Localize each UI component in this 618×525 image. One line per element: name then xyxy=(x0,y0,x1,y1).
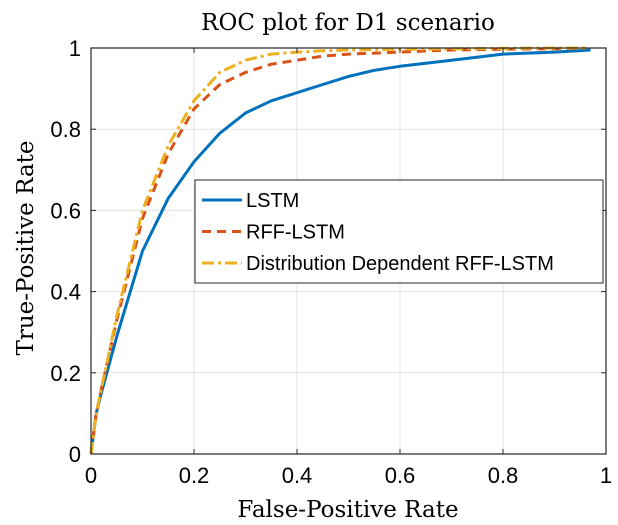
x-tick-label: 0.4 xyxy=(282,463,313,488)
y-tick-label: 0.4 xyxy=(50,280,81,305)
x-tick-label: 0.2 xyxy=(179,463,210,488)
legend-label: LSTM xyxy=(246,190,299,212)
x-tick-label: 1 xyxy=(600,463,612,488)
y-axis-label: True-Positive Rate xyxy=(13,140,39,355)
series-line-3 xyxy=(89,46,586,455)
x-axis-label: False-Positive Rate xyxy=(237,497,458,523)
series-line-1 xyxy=(89,48,591,455)
chart-title: ROC plot for D1 scenario xyxy=(201,10,495,36)
legend-box xyxy=(194,179,604,284)
axis-ticks: 0 0.2 0.4 0.6 0.8 1 0 0.2 0.4 0.6 0.8 1 xyxy=(50,36,612,488)
plot-frame xyxy=(90,47,607,455)
y-tick-label: 0.8 xyxy=(50,117,81,142)
y-tick-label: 0 xyxy=(69,442,81,467)
legend-label: Distribution Dependent RFF-LSTM xyxy=(246,253,554,275)
x-tick-label: 0.8 xyxy=(488,463,519,488)
x-tick-label: 0 xyxy=(85,463,97,488)
legend-label: RFF-LSTM xyxy=(246,222,345,244)
y-tick-label: 0.2 xyxy=(50,361,81,386)
x-tick-label: 0.6 xyxy=(385,463,416,488)
y-tick-label: 1 xyxy=(69,36,81,61)
y-tick-label: 0.6 xyxy=(50,198,81,223)
legend: LSTM RFF-LSTM Distribution Dependent RFF-L… xyxy=(194,179,604,284)
series-group xyxy=(89,46,591,455)
